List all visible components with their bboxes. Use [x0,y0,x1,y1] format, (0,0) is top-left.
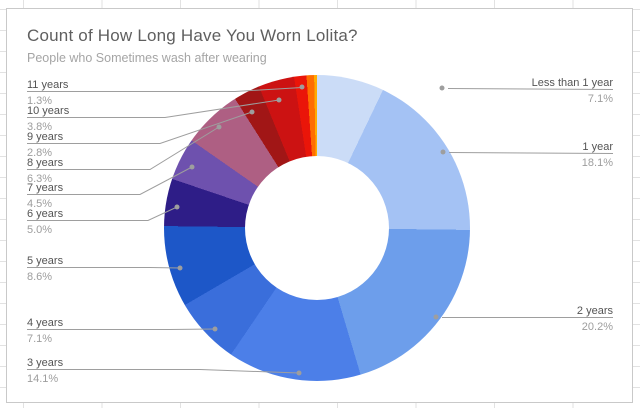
leader-dot-6-years [174,204,180,210]
callout-label: 3 years [27,357,64,369]
leader-line-6-years [27,206,178,221]
leader-dot-1-year [440,149,446,155]
callout-7-years: 7 years 4.5% [27,182,63,210]
callout-label: 10 years [27,105,70,117]
leader-line-11-years [27,87,303,92]
callout-label: 4 years [27,317,64,329]
leader-dot-10-years [276,97,282,103]
callout-5-years: 5 years 8.6% [27,255,63,283]
callout-percent: 5.0% [27,224,53,236]
leader-dot-11-years [299,84,305,90]
callout-percent: 7.1% [587,93,613,105]
callout-percent: 7.1% [27,333,53,345]
leader-line-8-years [27,126,220,170]
callout-less-than-1-year: Less than 1 year 7.1% [532,77,613,105]
leader-dot-4-years [212,326,218,332]
leader-dot-less-than-1-year [439,85,445,91]
leader-line-10-years [27,99,280,118]
leader-dot-2-years [433,314,439,320]
callout-11-years: 11 years 1.3% [27,79,68,107]
leader-line-less-than-1-year [447,88,614,90]
callout-percent: 3.8% [27,121,53,133]
callout-label: 11 years [27,79,69,91]
leader-dot-8-years [216,124,222,130]
callout-percent: 6.3% [27,173,53,185]
callout-label: 5 years [27,255,64,267]
callout-label: Less than 1 year [531,77,613,89]
callout-8-years: 8 years 6.3% [27,157,63,185]
leader-line-1-year [448,152,614,154]
donut-hole [245,156,389,300]
chart-title: Count of How Long Have You Worn Lolita? [27,26,358,45]
callout-1-year: 1 year 18.1% [582,141,613,169]
callout-percent: 14.1% [27,373,59,385]
callout-label: 7 years [27,182,64,194]
callout-2-years: 2 years 20.2% [577,305,613,333]
callout-percent: 4.5% [27,198,53,210]
callout-percent: 1.3% [27,95,53,107]
callout-percent: 20.2% [581,321,613,333]
callout-9-years: 9 years 2.8% [27,131,63,159]
callout-4-years: 4 years 7.1% [27,317,63,345]
leader-line-4-years [27,328,216,330]
callout-percent: 8.6% [27,271,53,283]
leader-dot-5-years [177,265,183,271]
leader-line-3-years [27,369,300,374]
callout-label: 6 years [27,208,64,220]
chart-subtitle: People who Sometimes wash after wearing [27,51,267,65]
leader-dot-9-years [249,109,255,115]
callout-label: 2 years [576,305,613,317]
callout-percent: 2.8% [27,147,53,159]
leader-line-9-years [27,111,253,144]
callout-percent: 18.1% [581,157,613,169]
leader-line-7-years [27,166,193,195]
leader-line-5-years [27,267,181,269]
callout-6-years: 6 years 5.0% [27,208,63,236]
leader-dot-3-years [296,370,302,376]
callout-label: 9 years [27,131,64,143]
leader-dot-7-years [189,164,195,170]
callout-label: 1 year [582,141,613,153]
callout-3-years: 3 years 14.1% [27,357,63,385]
callout-label: 8 years [27,157,64,169]
callout-10-years: 10 years 3.8% [27,105,69,133]
